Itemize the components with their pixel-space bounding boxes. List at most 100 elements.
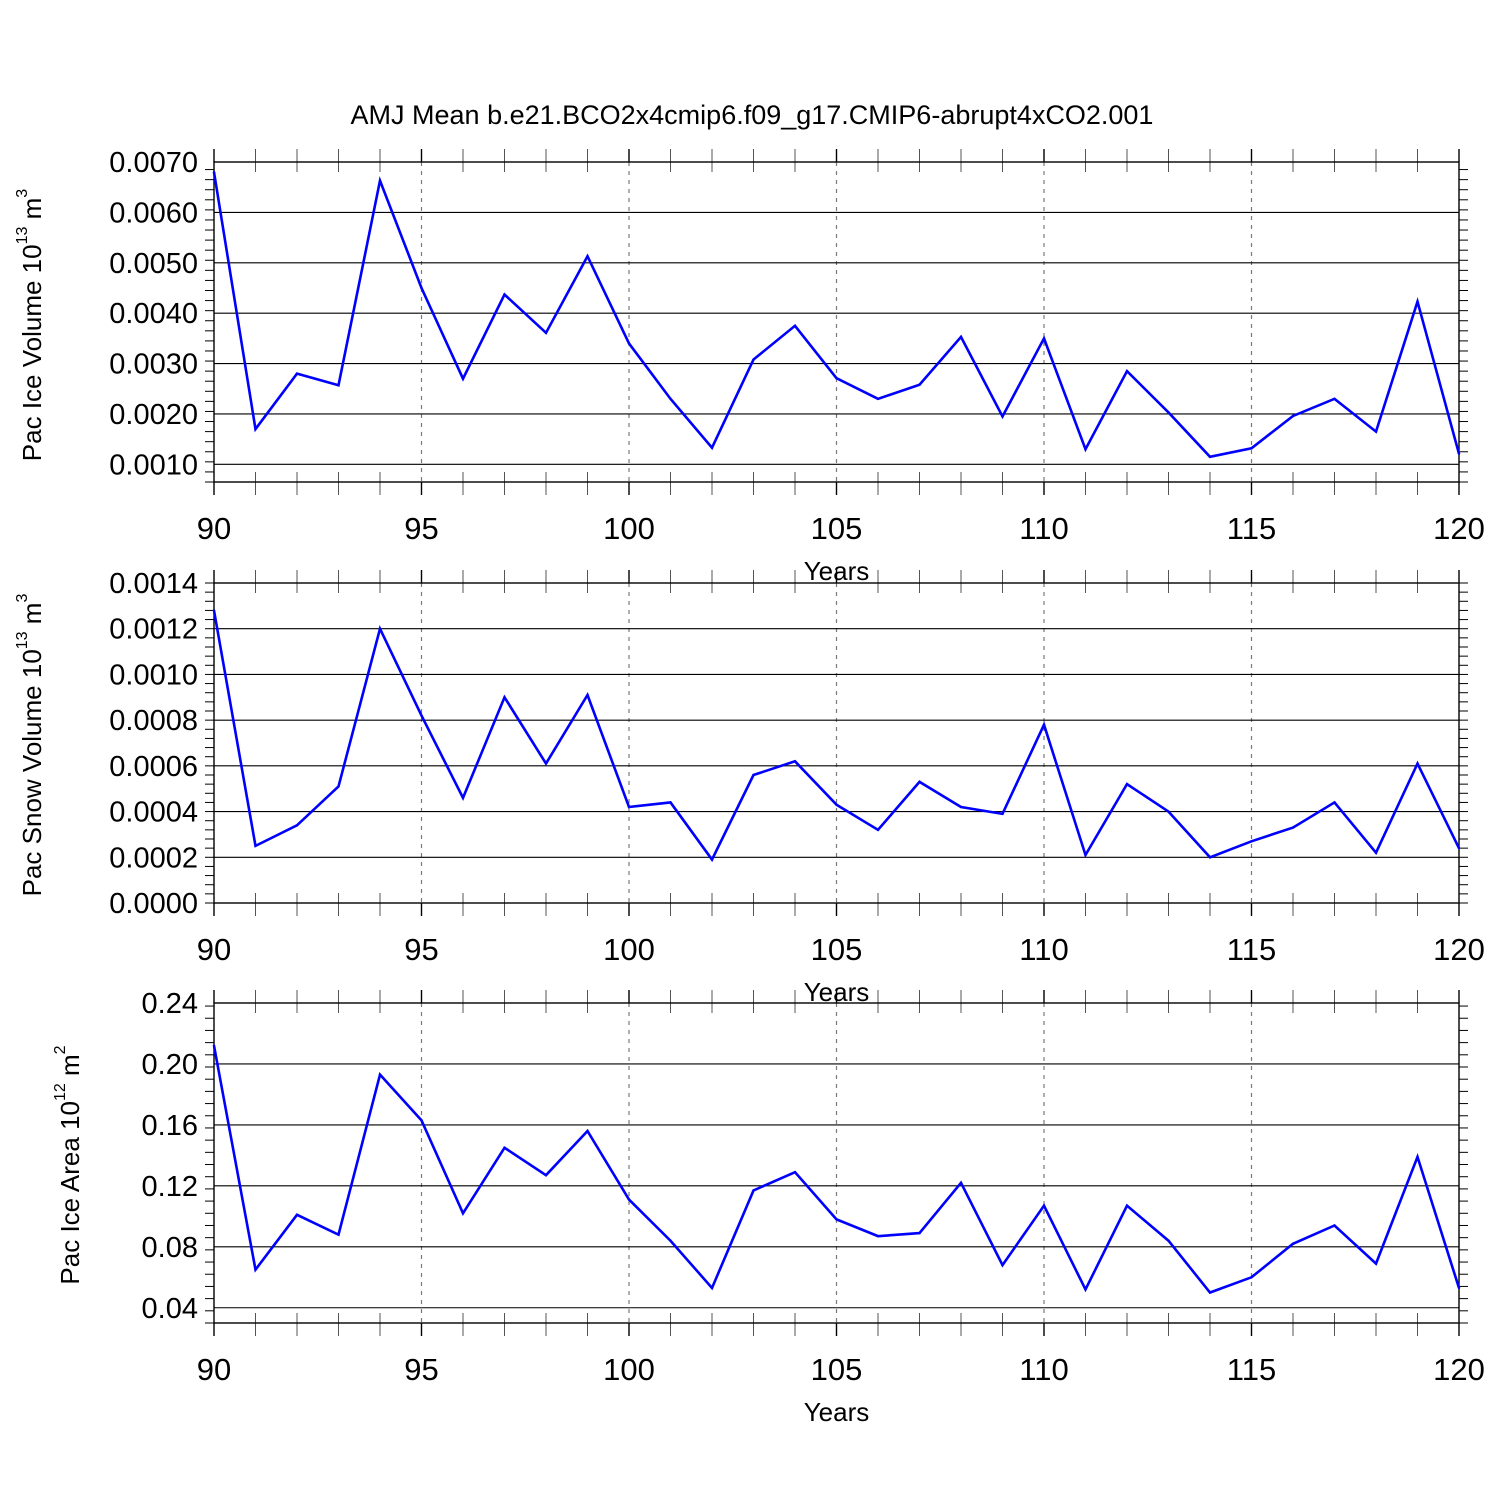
y-tick-label: 0.0006 [109,751,198,783]
x-tick-label: 95 [404,1352,438,1387]
y-tick-label: 0.0004 [109,797,198,829]
y-axis-label-main: Pac Snow Volume 10 [17,649,47,896]
chart-panel-3: 0.04 0.08 0.12 0.16 0.20 0.24 90 95 100 105 110 115… [52,988,1485,1427]
data-point [793,1170,797,1174]
data-point [1250,1276,1253,1279]
data-point [1208,455,1212,459]
data-point [835,1218,838,1221]
data-point [1333,397,1336,401]
y-axis-label-unit-exponent: 2 [52,1045,69,1054]
x-tick-label: 90 [197,511,231,546]
x-tick-label: 120 [1433,932,1485,967]
data-point [586,693,589,697]
x-tick-label: 100 [603,1352,655,1387]
data-point [212,170,216,174]
data-point [876,1234,880,1238]
data-point [503,293,506,296]
data-point [1167,411,1170,414]
data-point [378,1073,382,1076]
data-point [503,1146,506,1149]
plot-frame [213,582,1460,904]
y-axis-label-exponent: 12 [52,1083,69,1101]
data-point [876,828,880,832]
y-axis-label-exponent: 13 [14,226,31,244]
data-point [254,1268,257,1271]
y-axis-label-exponent: 13 [14,631,31,649]
data-point [710,858,714,861]
data-point [1167,1239,1170,1242]
data-point [212,609,216,612]
data-point [420,286,423,290]
data-point [1001,415,1004,418]
data-point [669,801,672,804]
data-point [420,1119,423,1122]
data-point [752,1189,755,1192]
figure-title: AMJ Mean b.e21.BCO2x4cmip6.f09_g17.CMIP6… [351,100,1154,130]
data-point [254,844,257,848]
data-point [1042,1204,1046,1207]
y-tick-label: 0.24 [142,988,198,1020]
data-point [337,1233,340,1236]
x-tick-label: 95 [404,511,438,546]
data-point [752,773,755,777]
data-point [1042,337,1046,340]
data-point [1084,853,1087,857]
data-point [1416,300,1419,303]
data-point [586,1129,589,1133]
data-point [1374,1262,1378,1265]
y-tick-label: 0.0040 [109,298,198,330]
y-axis-label-unit-exponent: 3 [14,189,31,198]
data-point [544,762,548,765]
plot-frame [213,161,1460,483]
data-point [669,1239,672,1242]
y-tick-label: 0.0060 [109,197,198,229]
x-tick-label: 90 [197,932,231,967]
data-point [876,397,880,401]
data-point [835,376,838,380]
y-tick-label: 0.0020 [109,399,198,431]
data-point [1291,826,1295,829]
y-axis-label: Pac Ice Volume 1013 m3 [14,189,47,462]
data-point [1374,851,1378,854]
chart-panel-1: 0.0010 0.0020 0.0030 0.0040 0.0050 0.0060 0.00… [14,147,1485,586]
data-point [627,342,631,345]
data-point [544,331,548,335]
data-point [1167,810,1170,813]
data-point [420,714,423,717]
x-axis-label: Years [804,1397,870,1427]
x-tick-label: 105 [811,1352,863,1387]
y-axis-label-unit: m [55,1054,85,1083]
y-axis-label: Pac Ice Area 1012 m2 [52,1045,85,1284]
data-point [337,785,340,788]
data-point [959,805,963,809]
data-point [461,796,465,800]
y-tick-label: 0.0070 [109,147,198,179]
y-axis-label-main: Pac Ice Area 10 [55,1101,85,1285]
data-point [1001,812,1004,816]
data-point [295,1213,299,1217]
x-tick-label: 105 [811,932,863,967]
y-axis-label-unit: m [17,198,47,227]
data-point [1250,840,1253,843]
data-point [1001,1263,1004,1267]
data-point [1416,762,1419,765]
data-point [461,377,465,380]
data-point [1416,1155,1419,1159]
data-point [1125,782,1129,786]
x-tick-label: 110 [1019,1352,1068,1387]
y-tick-label: 0.0000 [109,888,198,920]
data-point [1457,846,1461,850]
data-point [254,427,257,431]
data-point [918,1231,921,1235]
data-point [1084,1288,1087,1291]
data-point [1374,430,1378,433]
y-tick-label: 0.0010 [109,659,198,691]
data-point [1457,452,1461,455]
x-tick-label: 115 [1227,1352,1276,1387]
data-point [1333,801,1336,804]
y-tick-label: 0.20 [142,1049,198,1081]
data-point [627,1198,631,1201]
data-point [752,358,755,361]
panels-group: 0.0010 0.0020 0.0030 0.0040 0.0050 0.0060 0.00… [14,147,1485,1427]
